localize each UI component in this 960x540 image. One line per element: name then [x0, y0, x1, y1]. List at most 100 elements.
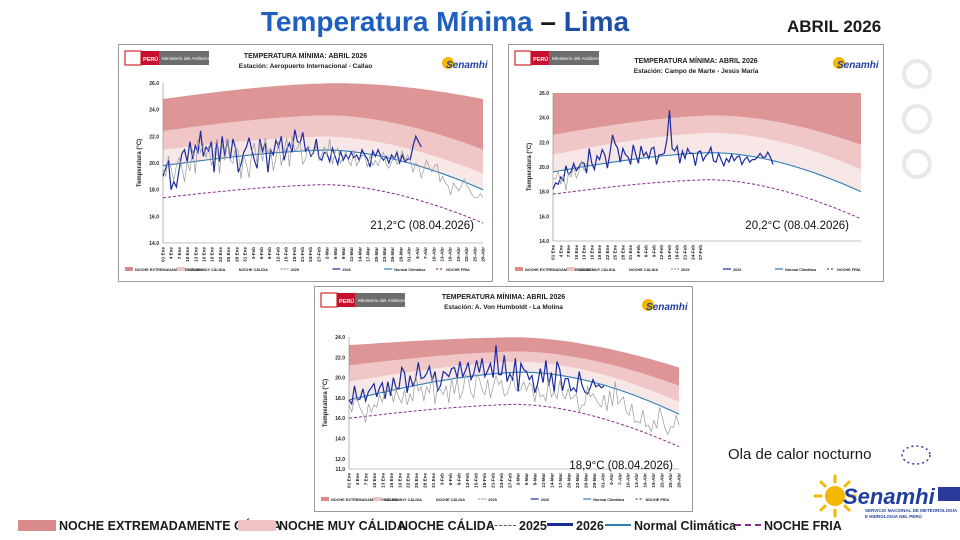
page-title: Temperatura Mínima – Lima: [0, 6, 890, 38]
x-tick-label: 12-Feb: [465, 473, 470, 488]
x-tick-label: 19 Ene: [597, 245, 602, 260]
chart-subtitle: Estación: Aeropuerto Internacional - Cal…: [239, 63, 372, 70]
latest-value-annotation: 18,9°C (08.04.2026): [569, 460, 673, 472]
chart-legend-label: NOCHE EXTREMADAMENTE CÁLIDO: [525, 267, 593, 272]
x-tick-label: 24-Feb: [690, 245, 695, 260]
series-line-2026: [348, 345, 605, 406]
peru-label: PERÚ: [143, 56, 158, 63]
y-tick-label: 24.0: [335, 335, 345, 341]
x-tick-label: 15-Feb: [667, 245, 672, 260]
x-tick-label: 22 Ene: [605, 245, 610, 260]
x-tick-label: 01-Abr: [407, 247, 412, 262]
swatch-very: [238, 520, 276, 531]
x-tick-label: 26-Mar: [583, 473, 588, 488]
chart-legend-label: NOCHE CÁLIDA: [436, 497, 465, 502]
x-tick-label: 4 Ene: [169, 247, 174, 260]
x-tick-label: 25 Ene: [613, 245, 618, 260]
x-tick-label: 16-Abr: [448, 247, 453, 262]
chart-svg-2: PERÚ Ministerio del Ambiente TEMPERATURA M…: [320, 292, 688, 502]
cold-night-line: [552, 179, 862, 220]
x-tick-label: 28 Ene: [423, 473, 428, 488]
x-tick-label: 18-Feb: [292, 247, 297, 262]
swatch-extreme: [18, 520, 56, 531]
x-tick-label: 3-Feb: [440, 473, 445, 485]
chart-legend-label: NOCHE MUY CÁLIDA: [577, 267, 616, 272]
x-tick-label: 10 Ene: [185, 247, 190, 262]
x-tick-label: 31 Ene: [431, 473, 436, 488]
x-tick-label: 01 Ene: [347, 473, 352, 488]
ministry-label: Ministerio del Ambiente: [162, 56, 212, 62]
x-tick-label: 15-Feb: [473, 473, 478, 488]
senamhi-mini-logo: Senamhi: [442, 57, 488, 71]
x-tick-label: 13 Ene: [582, 245, 587, 260]
line-normal-icon: [605, 524, 631, 526]
bottom-legend: NOCHE EXTREMADAMENTE CÁLIDA NOCHE MUY CÁ…: [0, 515, 960, 537]
chart-panel-callao: PERÚ Ministerio del Ambiente TEMPERATURA M…: [118, 44, 493, 282]
x-tick-label: 2-Mar: [516, 473, 521, 485]
legend-warm: NOCHE CÁLIDA: [399, 515, 495, 537]
chart-legend-label: 2025: [291, 268, 299, 272]
x-tick-label: 16-Abr: [643, 473, 648, 488]
chart-legend-label: 2025: [488, 498, 496, 502]
series-line-2026: [162, 129, 422, 190]
legend-swatch: [515, 267, 523, 271]
series-line-2026: [552, 110, 774, 190]
y-tick-label: 16.0: [539, 214, 549, 220]
x-tick-label: 21-Feb: [300, 247, 305, 262]
y-tick-label: 18.0: [335, 396, 345, 402]
chart-legend-label: NOCHE EXTREMADAMENTE CÁLIDA: [331, 497, 399, 502]
chart-title: TEMPERATURA MÍNIMA: ABRIL 2026: [244, 51, 367, 60]
y-tick-label: 20.0: [539, 165, 549, 171]
y-tick-label: 20.0: [149, 161, 159, 167]
band-extreme-warm: [163, 83, 483, 150]
x-tick-label: 21-Feb: [490, 473, 495, 488]
ministry-label: Ministerio del Ambiente: [358, 298, 408, 304]
x-tick-label: 13 Ene: [380, 473, 385, 488]
x-tick-label: 16 Ene: [202, 247, 207, 262]
x-tick-label: 7 Ene: [566, 245, 571, 258]
legend-2025-label: 2025: [519, 519, 547, 533]
x-tick-label: 25 Ene: [226, 247, 231, 262]
normal-climatic-line: [552, 152, 862, 193]
legend-extreme-warm: NOCHE EXTREMADAMENTE CÁLIDA: [18, 515, 281, 537]
x-tick-label: 22 Ene: [218, 247, 223, 262]
legend-warm-label: NOCHE CÁLIDA: [399, 519, 495, 533]
chart-legend-label: NOCHE FRIA: [646, 498, 670, 502]
x-tick-label: 3-Feb: [251, 247, 256, 259]
x-tick-label: 7 Ene: [177, 247, 182, 260]
legend-swatch: [373, 497, 382, 501]
legend-very-label: NOCHE MUY CÁLIDA: [279, 519, 406, 533]
legend-cold-label: NOCHE FRIA: [764, 519, 842, 533]
x-tick-label: 10 Ene: [574, 245, 579, 260]
x-tick-label: 10-Abr: [626, 473, 631, 488]
chart-legend-label: NOCHE MUY CÁLIDA: [383, 497, 422, 502]
circle-icon: [902, 59, 932, 89]
legend-swatch: [567, 267, 575, 271]
legend-2026: 2026: [547, 515, 604, 537]
y-tick-label: 18.0: [539, 190, 549, 196]
x-tick-label: 3-Feb: [636, 245, 641, 257]
x-tick-label: 5-Mar: [524, 473, 529, 485]
x-tick-label: 24-Feb: [308, 247, 313, 262]
x-tick-label: 23-Mar: [575, 473, 580, 488]
heatwave-dotted-circle-icon: [901, 445, 931, 465]
band-extreme-warm: [553, 93, 861, 145]
peru-badge: [141, 51, 159, 65]
x-tick-label: 01 Ene: [551, 245, 556, 260]
x-tick-label: 21-Feb: [683, 245, 688, 260]
title-part2: Lima: [563, 6, 630, 37]
x-tick-label: 8-Mar: [341, 247, 346, 259]
x-tick-label: 4 Ene: [355, 473, 360, 486]
x-tick-label: 19-Abr: [456, 247, 461, 262]
x-tick-label: 10 Ene: [372, 473, 377, 488]
x-tick-label: 7 Ene: [363, 473, 368, 486]
y-tick-label: 24.0: [149, 108, 159, 114]
y-tick-label: 14.0: [335, 437, 345, 443]
x-tick-label: 7-Abr: [423, 247, 428, 259]
heatwave-label: Ola de calor nocturno: [728, 446, 872, 463]
band-extreme-warm: [349, 337, 679, 386]
x-tick-label: 15-Feb: [284, 247, 289, 262]
band-warm: [163, 136, 483, 190]
chart-legend-label: NOCHE FRIA: [446, 268, 470, 272]
band-very-warm: [553, 115, 861, 170]
